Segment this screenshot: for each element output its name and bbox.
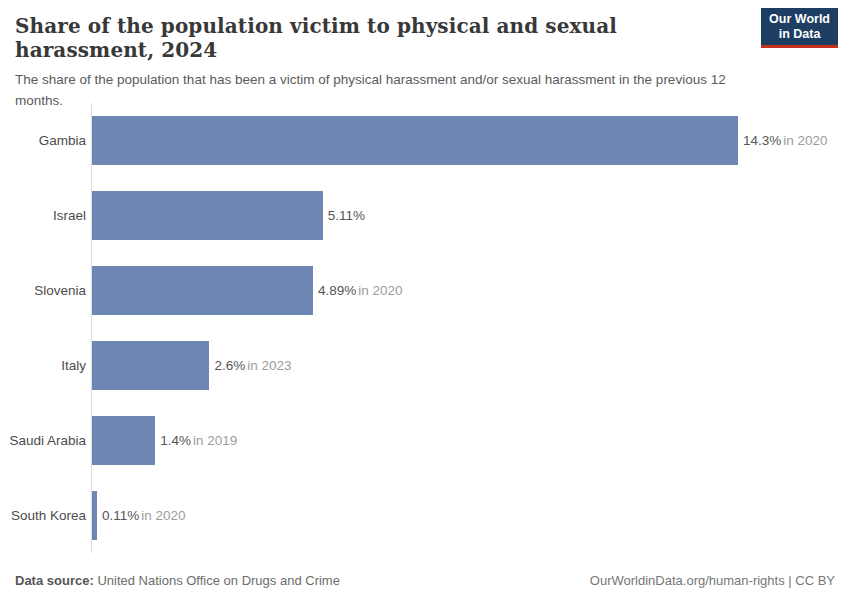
data-source-value: United Nations Office on Drugs and Crime <box>97 573 340 588</box>
bar-row: 5.11% <box>92 178 850 253</box>
bar-chart: Gambia Israel Slovenia Italy Saudi Arabi… <box>0 103 850 553</box>
country-label-italy: Italy <box>0 358 91 373</box>
owid-logo[interactable]: Our World in Data <box>761 8 838 48</box>
bar-slovenia[interactable] <box>92 266 313 315</box>
bar-row: 1.4%in 2019 <box>92 403 850 478</box>
bar-row: 4.89%in 2020 <box>92 253 850 328</box>
bar-italy[interactable] <box>92 341 209 390</box>
bar-israel[interactable] <box>92 191 323 240</box>
chart-page: Share of the population victim to physic… <box>0 0 850 600</box>
value-label: 4.89%in 2020 <box>318 283 403 298</box>
data-source: Data source: United Nations Office on Dr… <box>15 573 340 588</box>
owid-logo-line2: in Data <box>769 27 830 42</box>
value-label: 0.11%in 2020 <box>102 508 186 523</box>
country-label-saudi-arabia: Saudi Arabia <box>0 433 91 448</box>
bar-saudi-arabia[interactable] <box>92 416 155 465</box>
y-axis-labels: Gambia Israel Slovenia Italy Saudi Arabi… <box>0 103 91 553</box>
chart-footer: Data source: United Nations Office on Dr… <box>15 573 835 588</box>
chart-title: Share of the population victim to physic… <box>15 14 755 62</box>
credit-link[interactable]: OurWorldinData.org/human-rights | CC BY <box>590 573 835 588</box>
bar-row: 0.11%in 2020 <box>92 478 850 553</box>
bar-gambia[interactable] <box>92 116 738 165</box>
country-label-south-korea: South Korea <box>0 508 91 523</box>
value-label: 2.6%in 2023 <box>214 358 291 373</box>
country-label-slovenia: Slovenia <box>0 283 91 298</box>
bar-south-korea[interactable] <box>92 491 97 540</box>
chart-header: Share of the population victim to physic… <box>0 0 850 112</box>
owid-logo-line1: Our World <box>769 12 830 27</box>
value-label: 14.3%in 2020 <box>743 133 828 148</box>
data-source-label: Data source: <box>15 573 94 588</box>
bar-row: 14.3%in 2020 <box>92 103 850 178</box>
bar-row: 2.6%in 2023 <box>92 328 850 403</box>
country-label-gambia: Gambia <box>0 133 91 148</box>
plot-area: 14.3%in 2020 5.11% 4.89%in 2020 2.6%in 2… <box>91 103 850 553</box>
value-label: 5.11% <box>328 208 367 223</box>
country-label-israel: Israel <box>0 208 91 223</box>
value-label: 1.4%in 2019 <box>160 433 237 448</box>
